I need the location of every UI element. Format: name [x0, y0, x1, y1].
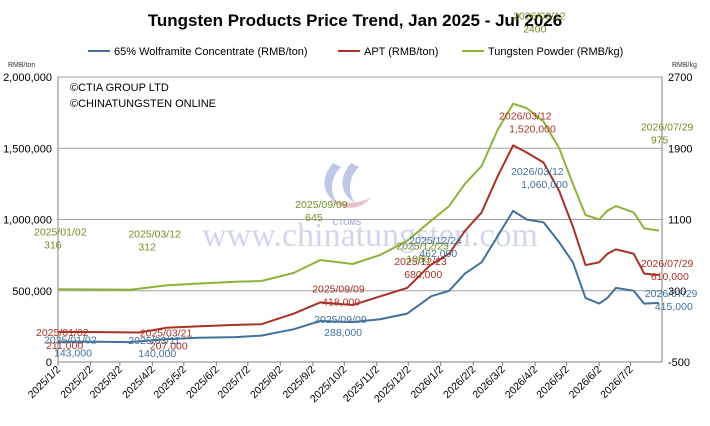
annotation-date: 2026/07/29 — [641, 258, 694, 270]
credit-line-2: ©CHINATUNGSTEN ONLINE — [70, 98, 216, 110]
annotation-value: 462,000 — [419, 248, 457, 260]
left-tick-label: 0 — [46, 357, 52, 369]
right-axis-ticks: -500 300 1100 1900 2700 — [668, 72, 692, 369]
left-tick-label: 500,000 — [12, 286, 52, 298]
annotation-value: 415,000 — [655, 301, 693, 313]
right-tick-label: 1100 — [668, 215, 692, 227]
annotation-date: 2025/01/02 — [34, 226, 87, 238]
credit-line-1: ©CTIA GROUP LTD — [70, 82, 169, 94]
annotation-date: 2025/09/09 — [295, 199, 348, 211]
right-tick-label: 300 — [668, 286, 686, 298]
annotation-date: 2025/01/02 — [44, 335, 97, 347]
chart-title: Tungsten Products Price Trend, Jan 2025 … — [148, 11, 562, 30]
annotation-date: 2026/03/12 — [513, 11, 566, 23]
annotation-value: 288,000 — [324, 327, 362, 339]
right-tick-label: 2700 — [668, 72, 692, 84]
right-tick-label: -500 — [668, 357, 690, 369]
annotation-date: 2026/07/29 — [641, 122, 694, 134]
annotation-value: 207,000 — [150, 341, 188, 353]
right-axis-unit: RMB/kg — [672, 62, 697, 69]
left-axis-unit: RMB/ton — [8, 62, 35, 69]
annotation-value: 680,000 — [404, 269, 442, 281]
legend-label-0: 65% Wolframite Concentrate (RMB/ton) — [114, 46, 308, 58]
left-tick-label: 1,000,000 — [3, 215, 52, 227]
annotation-value: 143,000 — [54, 348, 92, 360]
annotation-value: 1,060,000 — [521, 179, 568, 191]
annotation-value: 2400 — [523, 24, 547, 36]
watermark-logo: CTOMS — [324, 163, 371, 227]
annotation-date: 2025/12/23 — [396, 240, 449, 252]
annotation-date: 2025/09/09 — [312, 283, 365, 295]
credits: ©CTIA GROUP LTD ©CHINATUNGSTEN ONLINE — [70, 82, 216, 110]
annotation-value: 418,000 — [322, 296, 360, 308]
series-line-2 — [57, 102, 660, 291]
watermark-logo-text: CTOMS — [333, 218, 362, 227]
series-lines — [57, 102, 660, 344]
annotation-date: 2025/12/24 — [409, 235, 462, 247]
annotation-date: 2025/12/23 — [394, 256, 447, 268]
annotation-date: 2025/01/02 — [36, 327, 89, 339]
annotation-date: 2025/03/21 — [140, 328, 193, 340]
annotation-value: 610,000 — [651, 271, 689, 283]
annotation-value: 1,520,000 — [509, 123, 556, 135]
watermark: CTOMS www.chinatungsten.com — [202, 163, 538, 254]
watermark-text: www.chinatungsten.com — [202, 217, 538, 254]
annotation-value: 975 — [651, 135, 669, 147]
legend-label-2: Tungsten Powder (RMB/kg) — [488, 46, 623, 58]
annotation-date: 2026/07/29 — [645, 288, 698, 300]
left-tick-label: 2,000,000 — [3, 72, 52, 84]
annotation-value: 211,000 — [46, 340, 83, 352]
annotation-value: 140,000 — [138, 348, 176, 360]
right-tick-label: 1900 — [668, 143, 692, 155]
series-line-1 — [57, 144, 660, 334]
left-tick-label: 1,500,000 — [3, 143, 52, 155]
grid — [57, 76, 663, 363]
annotation-value: 316 — [44, 239, 62, 251]
annotation-date: 2026/03/12 — [499, 110, 552, 122]
legend: 65% Wolframite Concentrate (RMB/ton) APT … — [88, 46, 623, 58]
annotations: 2025/01/02143,0002025/03/11140,0002025/0… — [34, 11, 698, 360]
annotation-date: 2026/03/12 — [511, 166, 564, 178]
series-line-0 — [57, 209, 659, 344]
annotation-date: 2025/03/11 — [128, 335, 180, 347]
legend-label-1: APT (RMB/ton) — [364, 46, 438, 58]
annotation-date: 2025/03/12 — [128, 229, 181, 241]
annotation-value: 312 — [138, 242, 156, 254]
annotation-date: 2025/09/09 — [314, 314, 367, 326]
annotation-value: 1080 — [406, 253, 430, 265]
annotation-value: 645 — [305, 212, 323, 224]
left-axis-ticks: 0 500,000 1,000,000 1,500,000 2,000,000 — [3, 72, 52, 369]
